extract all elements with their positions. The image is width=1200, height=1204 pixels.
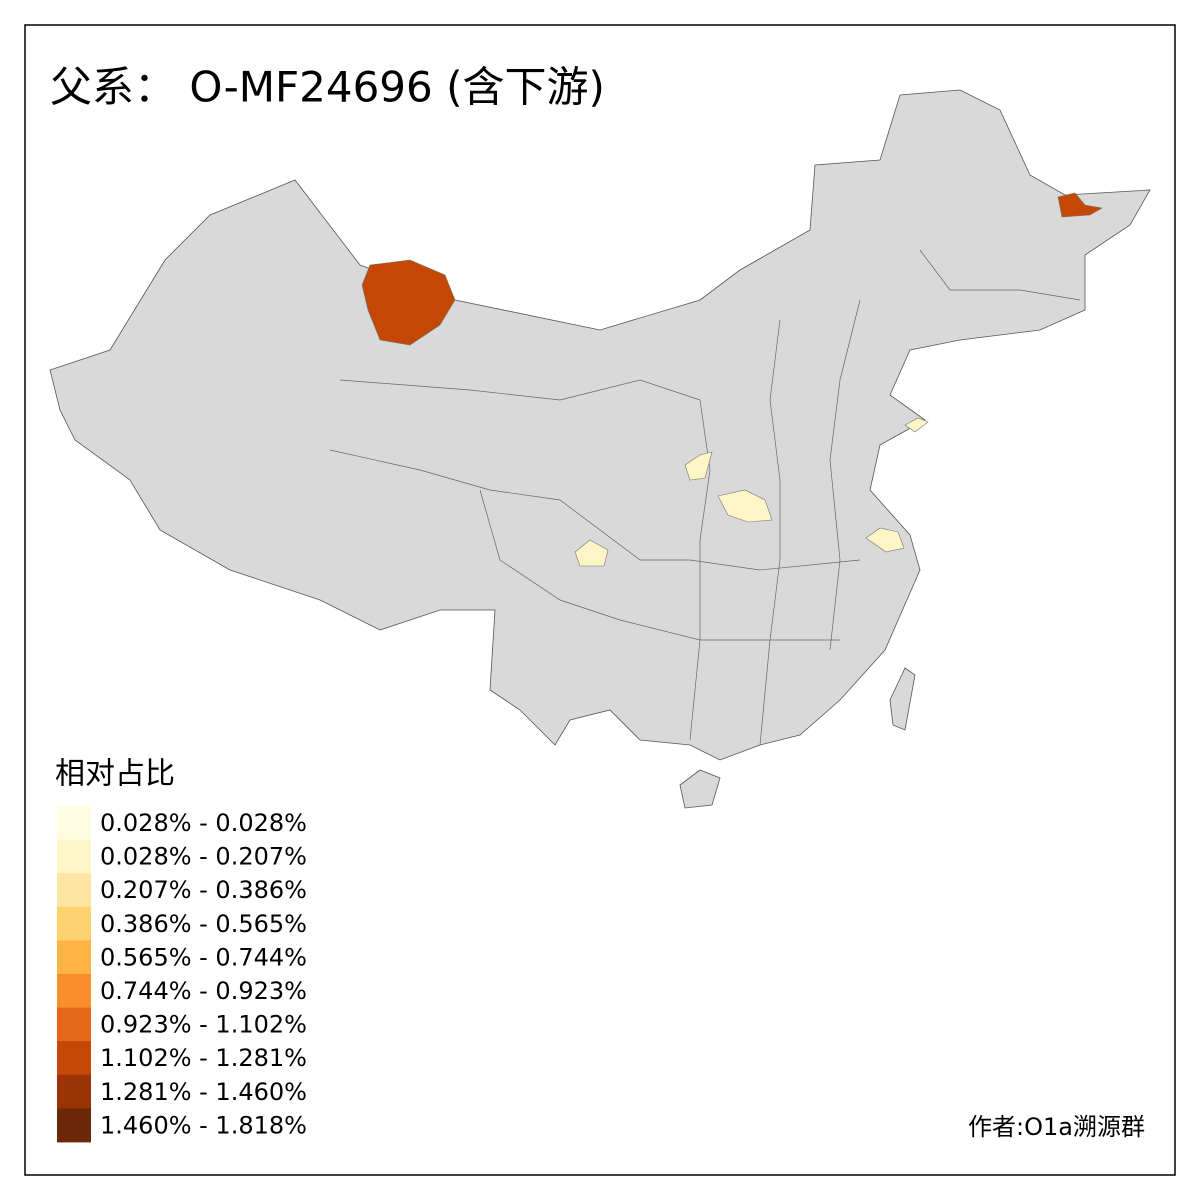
legend-label: 1.281% - 1.460%: [100, 1078, 307, 1106]
legend-label: 0.923% - 1.102%: [100, 1011, 307, 1039]
title: 父系： O-MF24696 (含下游): [50, 63, 605, 112]
legend-swatch: [57, 1108, 91, 1143]
legend-label: 1.460% - 1.818%: [100, 1111, 307, 1139]
legend-label: 0.386% - 0.565%: [100, 910, 307, 938]
region: [865, 527, 905, 553]
legend-swatch: [57, 1007, 91, 1042]
region: [361, 259, 456, 346]
legend-label: 0.028% - 0.028%: [100, 809, 307, 837]
region: [1057, 192, 1103, 218]
mainland: [49, 89, 1151, 761]
legend-label: 0.565% - 0.744%: [100, 943, 307, 971]
legend-swatch: [57, 839, 91, 874]
region: [717, 489, 773, 523]
author-note: 作者:O1a溯源群: [968, 1113, 1145, 1141]
legend-swatch: [57, 940, 91, 975]
taiwan: [889, 667, 916, 731]
highlighted-regions: [361, 192, 1103, 567]
legend-swatch: [57, 806, 91, 840]
legend-label: 0.207% - 0.386%: [100, 876, 307, 904]
region: [684, 451, 713, 481]
legend-label: 0.028% - 0.207%: [100, 843, 307, 871]
legend: 0.028% - 0.028% 0.028% - 0.207% 0.207% - 0…: [57, 806, 307, 1143]
region: [574, 539, 609, 567]
region: [904, 417, 929, 433]
legend-title: 相对占比: [55, 757, 175, 792]
legend-label: 1.102% - 1.281%: [100, 1044, 307, 1072]
base-map: [49, 89, 1151, 809]
province-borders: [329, 249, 1081, 746]
legend-swatch: [57, 1074, 91, 1109]
hainan: [679, 769, 721, 809]
legend-swatch: [57, 906, 91, 941]
legend-swatch: [57, 1041, 91, 1076]
legend-swatch: [57, 974, 91, 1008]
legend-swatch: [57, 873, 91, 908]
legend-label: 0.744% - 0.923%: [100, 977, 307, 1005]
